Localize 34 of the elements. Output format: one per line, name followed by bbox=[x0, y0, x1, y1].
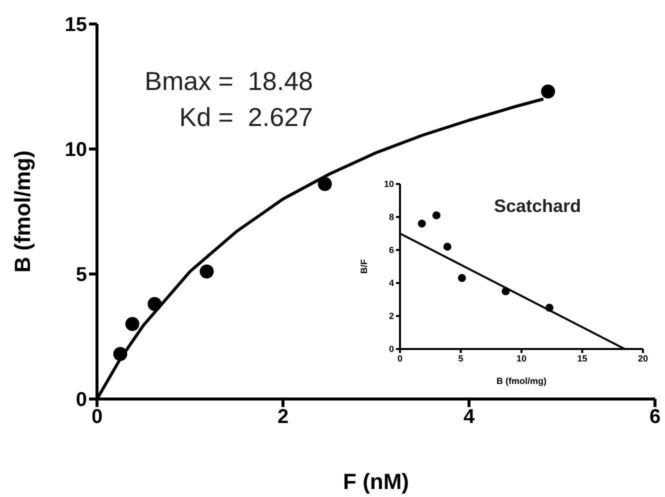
y-tick-label: 0 bbox=[76, 389, 87, 412]
y-axis-title: B (fmol/mg) bbox=[10, 150, 35, 273]
point bbox=[432, 211, 440, 220]
text: Scatchard bbox=[494, 196, 582, 217]
y-tick-label: 8 bbox=[388, 212, 394, 222]
x-tick-label: 5 bbox=[458, 353, 464, 364]
x-tick-label: 20 bbox=[638, 353, 648, 364]
point bbox=[200, 264, 214, 278]
annotation: Kd = 2.627 bbox=[179, 102, 313, 133]
x-tick-label: 0 bbox=[397, 353, 403, 364]
y-tick-label: 0 bbox=[388, 344, 394, 354]
y-tick-label: 6 bbox=[388, 245, 394, 256]
y-tick-label: 10 bbox=[64, 139, 87, 162]
x-tick-label: 15 bbox=[577, 353, 588, 364]
x-tick-label: 0 bbox=[91, 406, 103, 428]
x-tick-label: 10 bbox=[516, 353, 527, 364]
annotation: Bmax = 18.48 bbox=[144, 66, 313, 97]
point bbox=[443, 242, 452, 251]
y-tick-label: 4 bbox=[388, 278, 394, 288]
x-tick-label: 6 bbox=[649, 406, 661, 428]
point bbox=[541, 84, 556, 98]
y-tick-label: 10 bbox=[384, 179, 394, 190]
y-tick-label: 15 bbox=[64, 14, 87, 36]
y-tick-label: 5 bbox=[76, 264, 87, 286]
x-axis-title: B (fmol/mg) bbox=[496, 376, 546, 386]
y-axis-title: B/F bbox=[359, 258, 370, 274]
point bbox=[125, 317, 140, 331]
y-tick-label: 2 bbox=[388, 311, 394, 322]
point bbox=[458, 274, 466, 282]
point bbox=[318, 177, 332, 191]
x-tick-label: 4 bbox=[463, 406, 476, 428]
x-axis-title: F (nM) bbox=[343, 469, 409, 494]
x-tick-label: 2 bbox=[277, 406, 289, 428]
point bbox=[418, 220, 426, 228]
